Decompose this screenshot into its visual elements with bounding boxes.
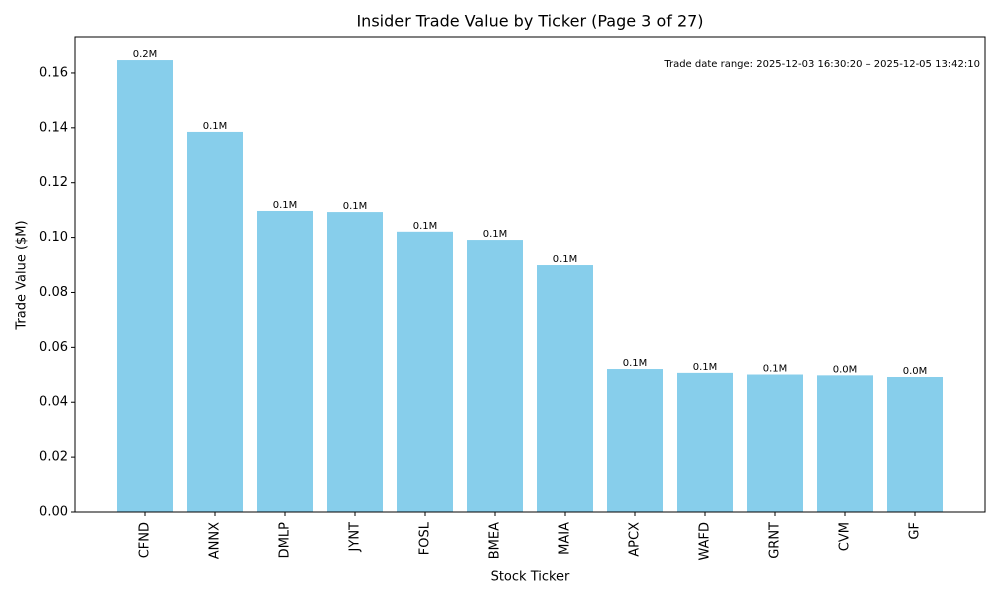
- bar: [607, 369, 663, 512]
- y-tick-label: 0.04: [39, 395, 68, 410]
- chart-title: Insider Trade Value by Ticker (Page 3 of…: [356, 12, 703, 31]
- value-label: 0.1M: [413, 221, 438, 232]
- bar: [187, 131, 243, 512]
- y-tick-label: 0.16: [39, 65, 68, 80]
- plot-frame: [74, 36, 986, 513]
- bar: [817, 375, 873, 512]
- y-tick-label: 0.14: [39, 120, 68, 135]
- x-tick-label: CVM: [838, 522, 853, 551]
- x-tick-label: GF: [908, 522, 923, 540]
- bar: [397, 231, 453, 512]
- value-label: 0.2M: [133, 49, 158, 60]
- annotation: Trade date range: 2025-12-03 16:30:20 – …: [663, 59, 980, 70]
- x-tick-label: FOSL: [418, 521, 433, 555]
- value-label: 0.1M: [763, 364, 788, 375]
- value-label: 0.1M: [203, 121, 228, 132]
- bar: [677, 372, 733, 512]
- bar: [747, 374, 803, 512]
- value-label: 0.1M: [693, 362, 718, 373]
- x-tick-label: MAIA: [558, 522, 573, 555]
- y-tick-label: 0.08: [39, 285, 68, 300]
- bar: [887, 376, 943, 512]
- x-tick-label: JYNT: [348, 522, 363, 552]
- y-tick-label: 0.02: [39, 450, 68, 465]
- y-axis-label: Trade Value ($M): [15, 220, 30, 330]
- bar: [537, 265, 593, 512]
- x-tick-label: ANNX: [208, 522, 223, 559]
- x-tick-label: APCX: [628, 522, 643, 557]
- value-label: 0.1M: [623, 358, 648, 369]
- x-tick-label: DMLP: [278, 522, 293, 558]
- bar: [257, 210, 313, 512]
- value-label: 0.1M: [343, 201, 368, 212]
- bar: [467, 240, 523, 512]
- y-tick-label: 0.06: [39, 340, 68, 355]
- value-label: 0.1M: [553, 254, 578, 265]
- value-label: 0.0M: [833, 364, 858, 375]
- x-tick-label: CFND: [138, 522, 153, 558]
- value-label: 0.1M: [273, 200, 298, 211]
- bar: [117, 60, 173, 512]
- value-label: 0.0M: [903, 366, 928, 377]
- y-tick-label: 0.12: [39, 175, 68, 190]
- x-tick-label: WAFD: [698, 522, 713, 561]
- y-tick-label: 0.00: [39, 505, 68, 520]
- x-axis-label: Stock Ticker: [491, 570, 570, 585]
- y-tick-label: 0.10: [39, 230, 68, 245]
- bar: [327, 212, 383, 513]
- x-tick-label: BMEA: [488, 522, 503, 559]
- value-label: 0.1M: [483, 229, 508, 240]
- x-tick-label: GRNT: [768, 522, 783, 559]
